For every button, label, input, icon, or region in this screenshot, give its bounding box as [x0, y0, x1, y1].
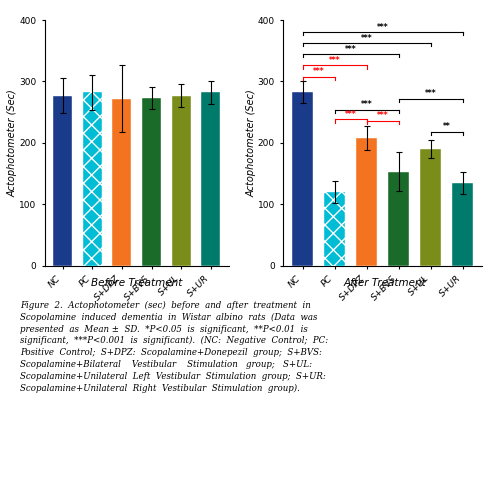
Bar — [171, 96, 191, 266]
Text: ***: *** — [313, 67, 325, 76]
Text: After Treatment: After Treatment — [344, 278, 426, 288]
Text: ***: *** — [425, 89, 436, 98]
Text: Before Treatment: Before Treatment — [91, 278, 182, 288]
Bar — [83, 93, 102, 266]
Text: ***: *** — [345, 45, 356, 54]
Bar — [356, 138, 377, 266]
Bar — [201, 93, 221, 266]
Bar — [112, 99, 132, 266]
Bar — [420, 149, 441, 266]
Bar — [292, 92, 313, 266]
Bar — [324, 192, 345, 266]
Text: **: ** — [443, 122, 451, 131]
Text: ***: *** — [361, 100, 372, 109]
Text: ***: *** — [377, 111, 389, 120]
Bar — [388, 172, 409, 266]
Text: ***: *** — [377, 23, 389, 32]
Y-axis label: Actophotometer (Sec): Actophotometer (Sec) — [8, 89, 18, 197]
Text: ***: *** — [329, 56, 340, 65]
Text: ***: *** — [345, 110, 356, 119]
Text: Figure  2.  Actophotometer  (sec)  before  and  after  treatment  in
Scopolamine: Figure 2. Actophotometer (sec) before an… — [20, 301, 328, 393]
Y-axis label: Actophotometer (Sec): Actophotometer (Sec) — [247, 89, 256, 197]
Bar — [53, 96, 72, 266]
Bar — [452, 183, 473, 266]
Text: ***: *** — [361, 34, 372, 43]
Bar — [142, 98, 161, 266]
